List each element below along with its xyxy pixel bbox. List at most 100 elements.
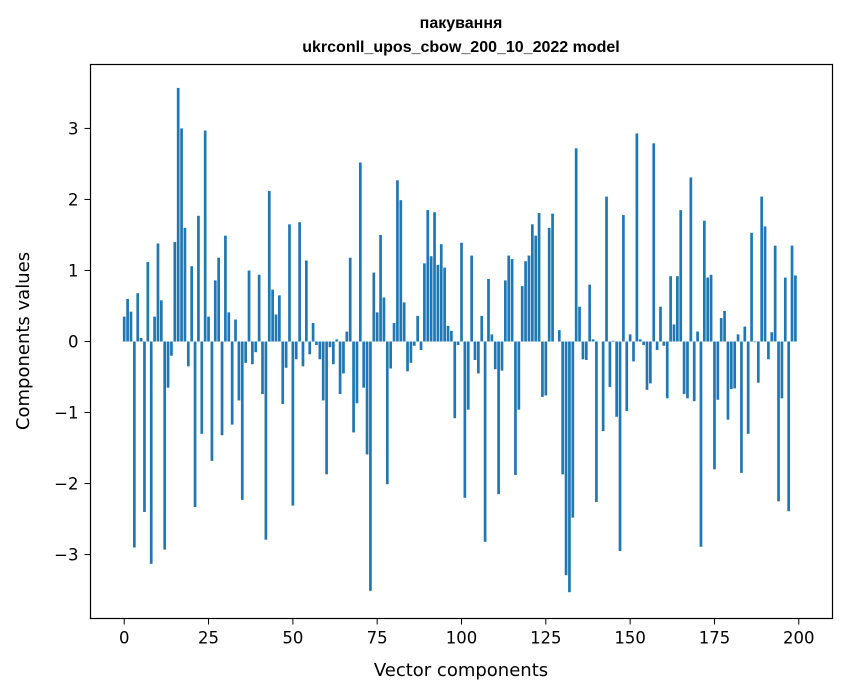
bar-61 bbox=[328, 341, 332, 348]
y-tick-label: 1 bbox=[68, 261, 79, 280]
bar-139 bbox=[591, 339, 595, 342]
bar-164 bbox=[676, 276, 679, 342]
bar-33 bbox=[234, 319, 237, 342]
bar-series bbox=[122, 87, 797, 593]
bar-83 bbox=[402, 302, 406, 342]
bar-53 bbox=[301, 341, 305, 367]
bar-96 bbox=[446, 325, 450, 342]
bar-149 bbox=[625, 341, 629, 412]
bar-24 bbox=[203, 130, 207, 342]
bar-116 bbox=[514, 341, 517, 476]
bar-107 bbox=[483, 341, 487, 542]
bar-51 bbox=[294, 341, 298, 360]
bar-148 bbox=[622, 215, 625, 342]
bar-81 bbox=[396, 180, 399, 342]
bar-122 bbox=[534, 235, 538, 342]
bar-182 bbox=[736, 334, 740, 342]
bar-76 bbox=[379, 234, 382, 342]
bar-134 bbox=[574, 148, 578, 342]
bar-27 bbox=[213, 280, 217, 342]
bar-117 bbox=[517, 341, 521, 410]
bar-44 bbox=[271, 289, 274, 342]
bar-45 bbox=[274, 314, 278, 342]
bar-15 bbox=[173, 242, 177, 342]
bar-25 bbox=[207, 316, 210, 342]
bar-22 bbox=[197, 215, 200, 342]
x-tick-label: 50 bbox=[282, 629, 303, 648]
bar-29 bbox=[220, 341, 224, 436]
bar-50 bbox=[291, 341, 295, 506]
x-axis-label: Vector components bbox=[374, 660, 548, 681]
bar-38 bbox=[251, 341, 254, 365]
y-axis: −3 −2 −1 0 1 2 3 bbox=[54, 119, 91, 565]
bar-129 bbox=[557, 330, 561, 342]
bar-30 bbox=[224, 235, 227, 342]
bar-14 bbox=[170, 341, 173, 356]
bar-103 bbox=[470, 255, 473, 342]
bar-87 bbox=[416, 315, 420, 342]
bar-46 bbox=[278, 295, 281, 342]
y-tick-label: −3 bbox=[54, 546, 78, 565]
bar-111 bbox=[497, 341, 500, 495]
bar-31 bbox=[227, 312, 231, 342]
bar-78 bbox=[385, 341, 389, 485]
bar-124 bbox=[541, 341, 544, 397]
bar-190 bbox=[763, 226, 767, 342]
y-tick-label: 2 bbox=[68, 190, 79, 209]
bar-157 bbox=[652, 143, 656, 342]
bar-56 bbox=[311, 323, 315, 342]
x-axis: 0 25 50 75 100 125 150 175 200 bbox=[119, 618, 815, 648]
bar-162 bbox=[669, 276, 672, 342]
bar-82 bbox=[399, 200, 403, 342]
bar-121 bbox=[530, 224, 534, 342]
bar-0 bbox=[122, 316, 126, 342]
bar-110 bbox=[493, 341, 497, 370]
bar-74 bbox=[372, 272, 376, 342]
bar-40 bbox=[257, 274, 261, 342]
bar-192 bbox=[770, 332, 774, 342]
bar-167 bbox=[686, 341, 689, 399]
bar-137 bbox=[584, 341, 588, 360]
x-tick-label: 75 bbox=[367, 629, 388, 648]
bar-23 bbox=[200, 341, 204, 434]
bar-1 bbox=[126, 298, 129, 342]
bar-120 bbox=[527, 255, 531, 342]
bar-13 bbox=[166, 341, 170, 388]
bar-102 bbox=[466, 341, 470, 410]
bar-155 bbox=[645, 341, 649, 390]
bar-187 bbox=[753, 341, 757, 343]
bar-68 bbox=[352, 341, 355, 433]
y-axis-label: Components values bbox=[13, 252, 34, 430]
bar-66 bbox=[345, 331, 349, 342]
bar-197 bbox=[787, 341, 791, 512]
bar-123 bbox=[537, 212, 541, 342]
bar-88 bbox=[419, 341, 423, 351]
bar-145 bbox=[611, 340, 615, 342]
bar-127 bbox=[551, 213, 554, 342]
bar-90 bbox=[426, 210, 430, 342]
bar-193 bbox=[773, 245, 777, 342]
bar-189 bbox=[760, 196, 764, 342]
bar-163 bbox=[672, 324, 676, 342]
bar-65 bbox=[342, 341, 345, 374]
bar-115 bbox=[510, 259, 514, 342]
bar-100 bbox=[460, 242, 463, 342]
bar-142 bbox=[601, 341, 605, 431]
bar-178 bbox=[723, 310, 726, 342]
bar-8 bbox=[149, 341, 153, 564]
bar-17 bbox=[180, 128, 183, 342]
bar-39 bbox=[254, 341, 258, 353]
bar-179 bbox=[726, 341, 730, 420]
bar-9 bbox=[153, 316, 156, 342]
bar-5 bbox=[139, 337, 143, 342]
bar-188 bbox=[756, 341, 760, 383]
bar-106 bbox=[480, 315, 484, 342]
bar-150 bbox=[628, 334, 632, 342]
bar-191 bbox=[767, 341, 770, 360]
bar-49 bbox=[288, 224, 291, 342]
bar-35 bbox=[240, 341, 244, 500]
bar-67 bbox=[348, 257, 352, 342]
bar-109 bbox=[490, 334, 494, 342]
